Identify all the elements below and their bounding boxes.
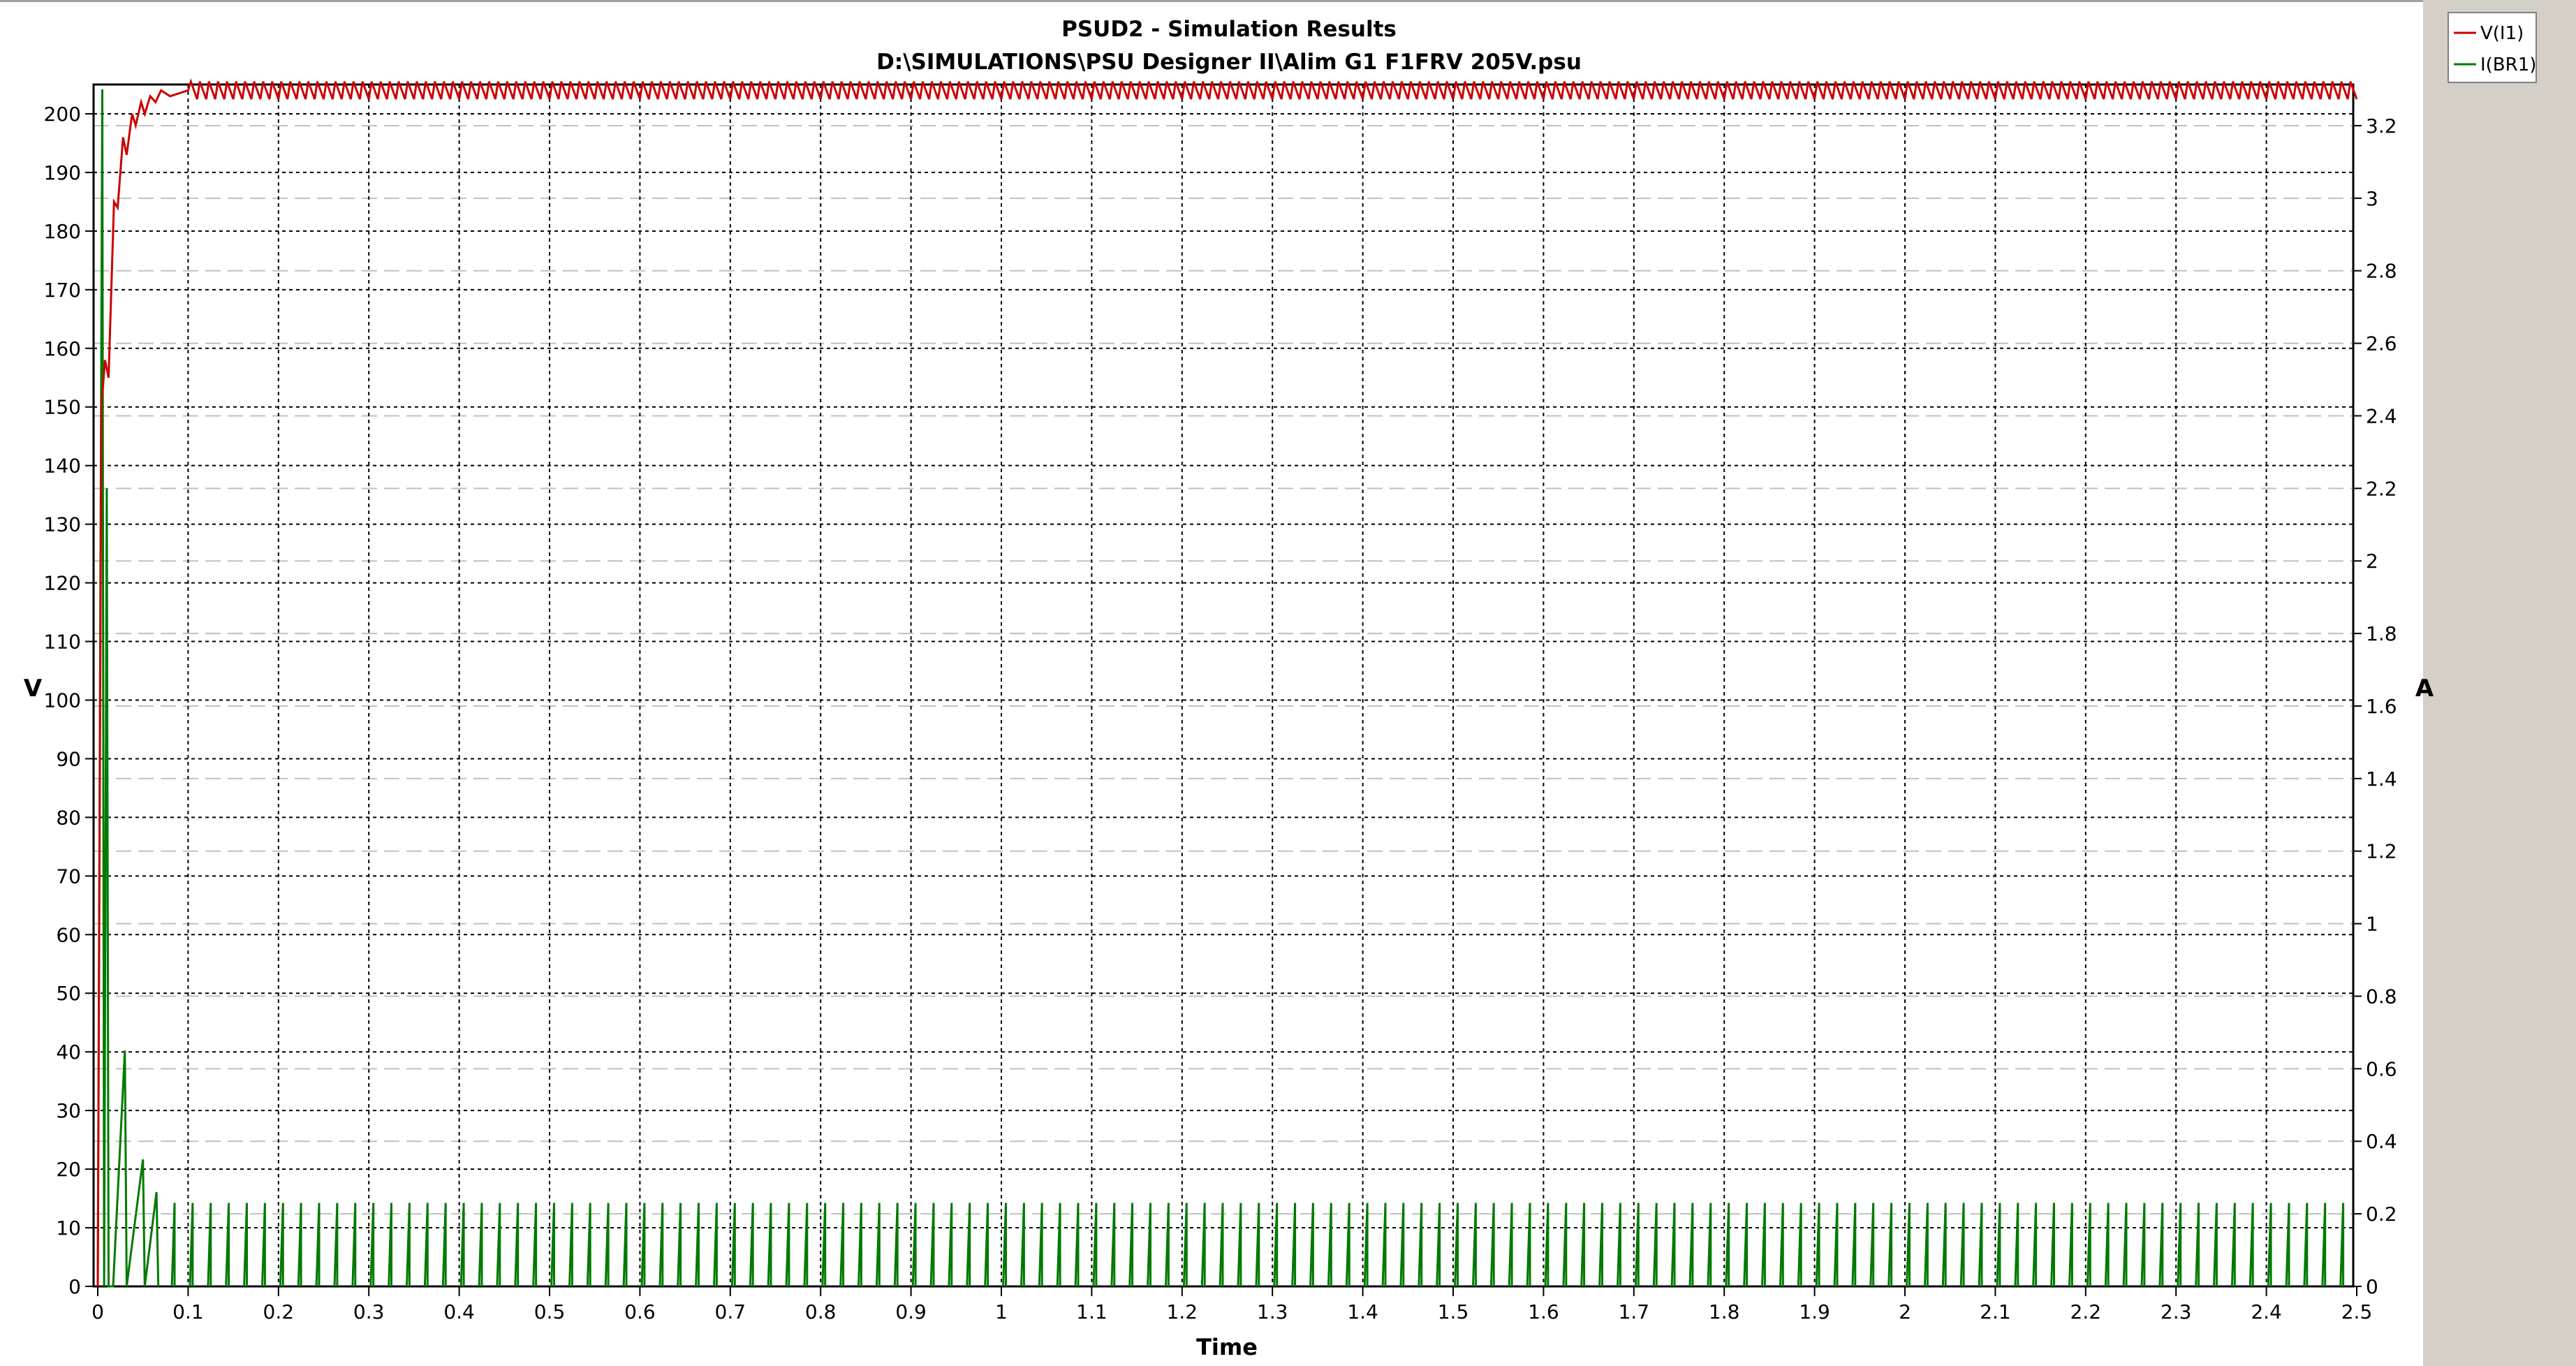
right-panel xyxy=(2423,0,2576,1366)
x-tick-label: 0.1 xyxy=(172,1300,204,1323)
x-tick-label: 0.8 xyxy=(805,1300,837,1323)
x-tick-label: 1 xyxy=(995,1300,1008,1323)
y-left-tick-label: 40 xyxy=(56,1041,81,1064)
x-tick-label: 2.1 xyxy=(1980,1300,2011,1323)
y-left-tick-label: 190 xyxy=(44,161,81,184)
y-right-tick-label: 1.8 xyxy=(2366,622,2397,645)
y-left-tick-label: 50 xyxy=(56,982,81,1005)
x-tick-label: 1.6 xyxy=(1528,1300,1559,1323)
series-i-br1-line xyxy=(96,89,2345,1288)
x-tick-label: 0.3 xyxy=(353,1300,385,1323)
axis-ticks: 0 0.1 0.2 0.3 0.4 0.5 0.6 0.7 0.8 0.9 1 1.1 1.2 1.3 1.… xyxy=(44,103,2397,1323)
x-tick-label: 2.4 xyxy=(2251,1300,2282,1323)
x-tick-label: 0.4 xyxy=(443,1300,475,1323)
x-tick-label: 2.3 xyxy=(2161,1300,2192,1323)
chart-subtitle: D:\SIMULATIONS\PSU Designer II\Alim G1 F… xyxy=(876,50,1582,75)
y-left-tick-label: 30 xyxy=(56,1099,81,1122)
x-tick-label: 1.7 xyxy=(1619,1300,1650,1323)
y-left-tick-label: 110 xyxy=(44,631,81,654)
plot-frame xyxy=(92,83,2355,1288)
y-right-tick-label: 1.4 xyxy=(2366,768,2397,791)
y-left-tick-label: 10 xyxy=(56,1217,81,1240)
legend-label-i-br1: I(BR1) xyxy=(2480,54,2536,75)
x-tick-label: 1.2 xyxy=(1167,1300,1198,1323)
y-right-tick-label: 3 xyxy=(2366,187,2378,210)
y-right-tick-label: 3.2 xyxy=(2366,115,2397,138)
legend-box xyxy=(2448,12,2537,83)
y-right-tick-label: 1.6 xyxy=(2366,695,2397,718)
y-left-tick-label: 140 xyxy=(44,455,81,478)
y-left-tick-label: 200 xyxy=(44,103,81,126)
x-tick-label: 1.8 xyxy=(1709,1300,1740,1323)
y-right-tick-label: 2.2 xyxy=(2366,477,2397,500)
y-right-tick-label: 2 xyxy=(2366,550,2378,573)
x-tick-label: 2.2 xyxy=(2070,1300,2102,1323)
y-right-tick-label: 2.8 xyxy=(2366,260,2397,283)
x-tick-label: 1.1 xyxy=(1076,1300,1107,1323)
y-left-tick-label: 150 xyxy=(44,396,81,419)
y-right-tick-label: 0.8 xyxy=(2366,985,2397,1008)
x-tick-label: 0.9 xyxy=(895,1300,927,1323)
y-left-axis-label: V xyxy=(24,675,43,703)
y-right-tick-label: 0.2 xyxy=(2366,1203,2397,1226)
series-v-i1-line xyxy=(96,78,2358,1287)
y-left-tick-label: 180 xyxy=(44,220,81,243)
x-tick-label: 0 xyxy=(91,1300,104,1323)
y-right-tick-label: 0.4 xyxy=(2366,1130,2397,1153)
grid xyxy=(94,85,2353,1286)
y-left-tick-label: 80 xyxy=(56,806,81,829)
y-right-tick-label: 0 xyxy=(2366,1275,2378,1298)
y-left-tick-label: 130 xyxy=(44,513,81,536)
y-right-tick-label: 2.4 xyxy=(2366,404,2397,427)
x-tick-label: 1.5 xyxy=(1438,1300,1469,1323)
y-left-tick-label: 70 xyxy=(56,865,81,888)
x-tick-label: 0.2 xyxy=(263,1300,295,1323)
x-tick-label: 0.5 xyxy=(534,1300,566,1323)
x-tick-label: 2 xyxy=(1899,1300,1911,1323)
y-right-tick-label: 1 xyxy=(2366,913,2378,936)
y-right-axis-label: A xyxy=(2415,675,2434,703)
legend: V(I1) I(BR1) xyxy=(2448,12,2537,83)
chart-title: PSUD2 - Simulation Results xyxy=(1061,17,1397,42)
y-left-tick-label: 20 xyxy=(56,1158,81,1181)
y-left-tick-label: 0 xyxy=(68,1275,81,1298)
y-left-tick-label: 120 xyxy=(44,572,81,595)
x-tick-label: 1.4 xyxy=(1347,1300,1378,1323)
x-tick-label: 0.7 xyxy=(715,1300,746,1323)
x-tick-label: 1.3 xyxy=(1257,1300,1288,1323)
y-right-tick-label: 2.6 xyxy=(2366,332,2397,355)
y-left-tick-label: 60 xyxy=(56,923,81,946)
y-right-tick-label: 0.6 xyxy=(2366,1057,2397,1080)
x-tick-label: 1.9 xyxy=(1799,1300,1830,1323)
x-tick-label: 2.5 xyxy=(2341,1300,2373,1323)
y-left-tick-label: 170 xyxy=(44,279,81,302)
y-left-tick-label: 160 xyxy=(44,337,81,360)
x-axis-label: Time xyxy=(1196,1334,1258,1360)
y-left-tick-label: 90 xyxy=(56,747,81,770)
legend-label-v-i1: V(I1) xyxy=(2480,23,2524,44)
y-left-tick-label: 100 xyxy=(44,689,81,712)
y-right-tick-label: 1.2 xyxy=(2366,840,2397,863)
x-tick-label: 0.6 xyxy=(624,1300,656,1323)
top-border xyxy=(0,0,2423,2)
series-lines xyxy=(96,78,2358,1288)
